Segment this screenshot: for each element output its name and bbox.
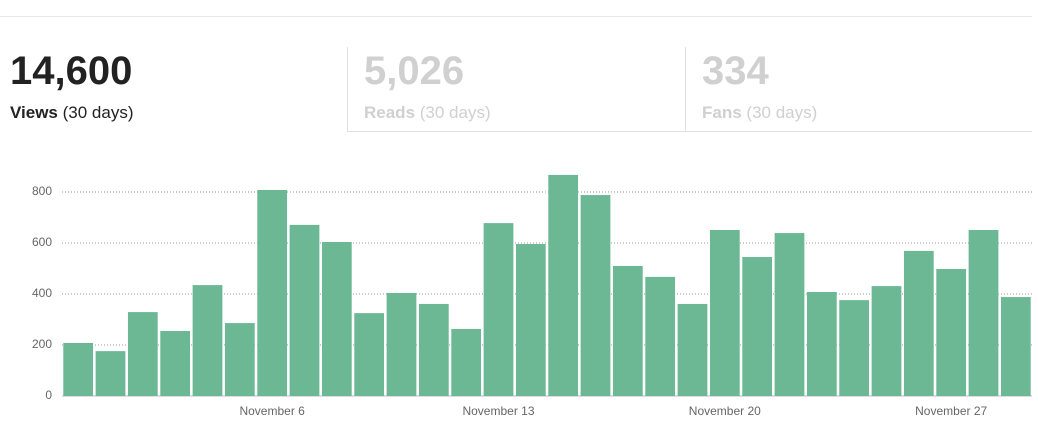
x-tick-label: November 27: [915, 404, 987, 418]
stat-tab[interactable]: 14,600 Views (30 days): [0, 47, 347, 132]
y-tick-label: 200: [32, 337, 52, 351]
bar: [515, 244, 546, 396]
y-tick-label: 400: [32, 286, 52, 300]
stat-name: Reads: [364, 103, 416, 122]
stat-period: (30 days): [746, 103, 818, 122]
bar: [580, 195, 611, 396]
bar: [1000, 297, 1031, 396]
bar: [645, 276, 676, 396]
bar: [483, 223, 514, 396]
bar: [224, 323, 255, 396]
bar: [289, 224, 320, 396]
bar: [127, 312, 158, 396]
bar: [871, 286, 902, 396]
x-tick-label: November 6: [239, 404, 305, 418]
stat-label: Fans (30 days): [702, 103, 1032, 123]
bar: [63, 342, 94, 396]
stat-tab[interactable]: 5,026 Reads (30 days): [347, 47, 685, 132]
x-tick-label: November 13: [462, 404, 534, 418]
stat-name: Fans: [702, 103, 742, 122]
divider: [0, 16, 1032, 17]
stat-value: 334: [702, 49, 769, 93]
stat-name: Views: [10, 103, 58, 122]
bar: [903, 250, 934, 396]
stat-label: Reads (30 days): [364, 103, 685, 123]
bar: [839, 300, 870, 396]
bar: [386, 292, 417, 396]
bar: [451, 328, 482, 396]
stat-tab[interactable]: 334 Fans (30 days): [685, 47, 1032, 132]
bar: [742, 257, 773, 396]
bar: [968, 229, 999, 396]
stat-period: (30 days): [62, 103, 134, 122]
stat-value: 14,600: [10, 49, 133, 93]
bar: [677, 303, 708, 396]
bar: [774, 233, 805, 396]
bar: [192, 285, 223, 396]
bar: [354, 313, 385, 396]
bar: [321, 241, 352, 396]
stat-period: (30 days): [419, 103, 491, 122]
bar: [418, 303, 449, 396]
y-tick-label: 800: [32, 184, 52, 198]
stat-value: 5,026: [364, 49, 465, 93]
bar: [548, 174, 579, 396]
bar: [709, 229, 740, 396]
bar: [160, 330, 191, 396]
x-tick-label: November 20: [689, 404, 761, 418]
y-tick-label: 600: [32, 235, 52, 249]
bar: [806, 291, 837, 396]
bar: [612, 265, 643, 396]
bar: [95, 351, 126, 396]
y-tick-label: 0: [45, 388, 52, 402]
bar: [936, 269, 967, 396]
bar: [257, 189, 288, 396]
stat-label: Views (30 days): [10, 103, 347, 123]
